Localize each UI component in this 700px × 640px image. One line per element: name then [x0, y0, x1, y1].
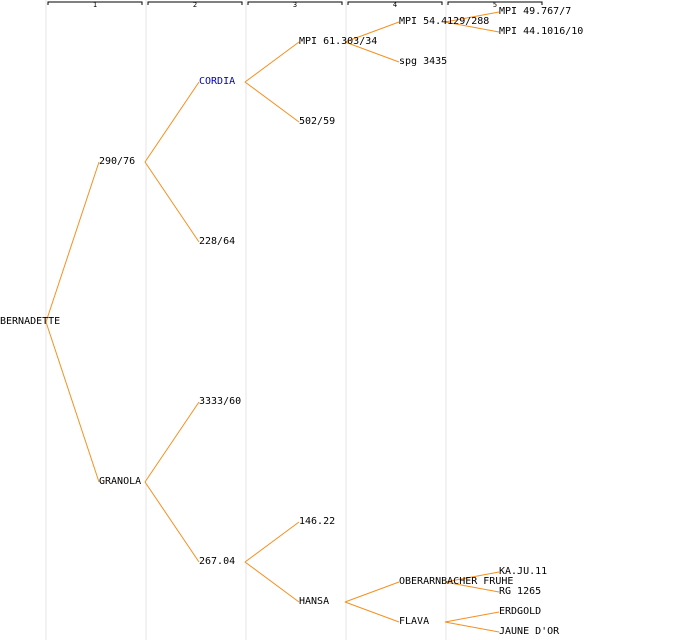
node-label-hansa: HANSA: [299, 596, 330, 607]
pedigree-edge: [45, 321, 100, 483]
node-label-267-04: 267.04: [199, 556, 236, 567]
pedigree-edge: [444, 571, 500, 583]
node-label-granola: GRANOLA: [99, 476, 142, 487]
generation-header-bracket: [147, 1, 243, 5]
node-label-flava: FLAVA: [399, 616, 430, 627]
node-label-ka-ju-11: KA.JU.11: [499, 566, 548, 577]
generation-number: 4: [392, 1, 398, 9]
node-label-erdgold: ERDGOLD: [499, 606, 542, 617]
pedigree-edge: [344, 601, 400, 623]
node-label-146-22: 146.22: [299, 516, 336, 527]
pedigree-edge: [244, 41, 300, 83]
pedigree-edge: [344, 581, 400, 603]
pedigree-edge: [144, 161, 200, 243]
generation-number: 1: [92, 1, 98, 9]
pedigree-edge: [244, 81, 300, 123]
generation-number: 5: [492, 1, 498, 9]
pedigree-edge: [444, 581, 500, 593]
generation-header-bracket: [247, 1, 343, 5]
node-label-502-59: 502/59: [299, 116, 336, 127]
pedigree-edge: [344, 41, 400, 63]
pedigree-edge: [244, 561, 300, 603]
node-label-228-64: 228/64: [199, 236, 236, 247]
generation-number: 2: [192, 1, 198, 9]
generation-number: 3: [292, 1, 298, 9]
node-label-spg-3435: spg 3435: [399, 56, 448, 67]
generation-header-bracket: [47, 1, 143, 5]
pedigree-edge: [45, 161, 100, 323]
node-label-jaune-d-or: JAUNE D'OR: [499, 626, 560, 637]
pedigree-edge: [144, 401, 200, 483]
node-label-bernadette: BERNADETTE: [0, 316, 61, 327]
node-label-rg-1265: RG 1265: [499, 586, 542, 597]
pedigree-edge: [444, 621, 500, 633]
node-label-cordia[interactable]: CORDIA: [199, 76, 236, 87]
generation-header-bracket: [447, 1, 543, 5]
node-label-mpi-49-767-7: MPI 49.767/7: [499, 6, 572, 17]
pedigree-edge: [444, 21, 500, 33]
pedigree-edge: [144, 81, 200, 163]
pedigree-edge: [244, 521, 300, 563]
pedigree-edge: [144, 481, 200, 563]
node-label-3333-60: 3333/60: [199, 396, 242, 407]
pedigree-edge: [444, 11, 500, 23]
node-label-290-76: 290/76: [99, 156, 136, 167]
pedigree-edge: [344, 21, 400, 43]
pedigree-edge: [444, 611, 500, 623]
node-label-mpi-61-303-34: MPI 61.303/34: [299, 36, 378, 47]
node-label-mpi-54-4129-288: MPI 54.4129/288: [399, 16, 490, 27]
generation-header-bracket: [347, 1, 443, 5]
node-label-mpi-44-1016-10: MPI 44.1016/10: [499, 26, 584, 37]
node-label-oberarnbacher-fruhe: OBERARNBACHER FRUHE: [399, 576, 514, 587]
